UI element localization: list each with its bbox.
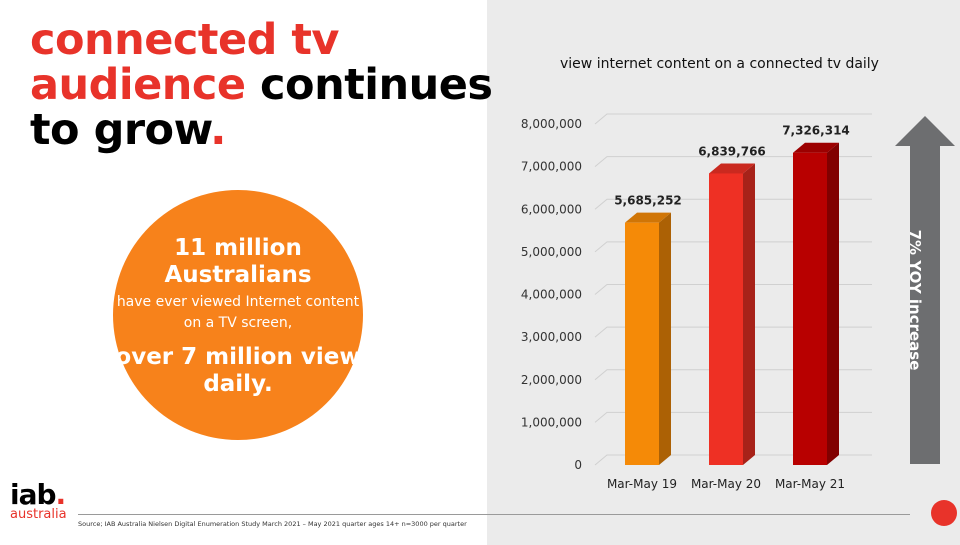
footer-divider bbox=[78, 514, 910, 515]
x-tick-label: Mar-May 21 bbox=[775, 477, 845, 491]
headline-part2: audience bbox=[30, 60, 246, 110]
y-tick-label: 4,000,000 bbox=[521, 288, 582, 302]
logo-main-text: iab bbox=[10, 478, 57, 511]
page-headline: connected tv audience continues to grow. bbox=[30, 15, 493, 155]
data-label: 7,326,314 bbox=[782, 124, 850, 138]
gridline bbox=[594, 326, 872, 338]
bar-top bbox=[709, 163, 755, 174]
gridline bbox=[594, 156, 872, 168]
gridline bbox=[594, 369, 872, 381]
yoy-arrow-shape bbox=[895, 116, 955, 464]
x-tick-label: Mar-May 20 bbox=[691, 477, 761, 491]
bar-side bbox=[659, 212, 671, 465]
headline-part3: continues bbox=[245, 60, 493, 110]
bar-chart: 0 1,000,000 2,000,000 3,000,000 4,000,000 5,0… bbox=[521, 113, 872, 491]
data-label: 6,839,766 bbox=[698, 144, 766, 158]
y-tick-label: 2,000,000 bbox=[521, 373, 582, 387]
iab-australia-logo: iab. australia bbox=[10, 481, 67, 522]
bar bbox=[709, 173, 743, 466]
bar bbox=[793, 152, 827, 465]
stat-description: have ever viewed Internet content on a T… bbox=[116, 294, 360, 331]
data-label: 5,685,252 bbox=[614, 194, 682, 208]
bar-top bbox=[793, 142, 839, 153]
y-tick-label: 1,000,000 bbox=[521, 415, 582, 429]
x-tick-label: Mar-May 19 bbox=[607, 477, 677, 491]
headline-part1: connected tv bbox=[30, 15, 339, 65]
y-tick-label: 6,000,000 bbox=[521, 202, 582, 216]
stat-headline: 11 million Australians bbox=[164, 235, 312, 288]
corner-dot bbox=[931, 500, 957, 526]
gridline bbox=[594, 198, 872, 210]
chart-title: view internet content on a connected tv … bbox=[560, 56, 879, 72]
yoy-arrow bbox=[895, 116, 955, 464]
y-tick-label: 7,000,000 bbox=[521, 160, 582, 174]
yoy-arrow-label: 7% YOY increase bbox=[906, 229, 924, 371]
headline-period: . bbox=[210, 105, 226, 155]
gridline bbox=[594, 241, 872, 253]
gridline bbox=[594, 411, 872, 423]
y-tick-label: 3,000,000 bbox=[521, 330, 582, 344]
headline-part4: to grow bbox=[30, 105, 211, 155]
y-tick-label: 8,000,000 bbox=[521, 117, 582, 131]
gridline bbox=[594, 454, 872, 466]
logo-sub-text: australia bbox=[10, 507, 67, 522]
bar-side bbox=[827, 142, 839, 465]
y-tick-label: 0 bbox=[574, 458, 582, 472]
gridline bbox=[594, 284, 872, 295]
bar bbox=[625, 222, 659, 465]
gridline bbox=[594, 113, 872, 125]
bar-side bbox=[743, 163, 755, 466]
source-note: Source; IAB Australia Nielsen Digital En… bbox=[78, 520, 467, 528]
stat-circle: 11 million Australians have ever viewed … bbox=[113, 190, 363, 440]
stat-highlight: over 7 million view daily. bbox=[115, 344, 361, 397]
logo-dot: . bbox=[55, 478, 67, 511]
bar-top bbox=[625, 212, 671, 223]
y-tick-label: 5,000,000 bbox=[521, 245, 582, 259]
